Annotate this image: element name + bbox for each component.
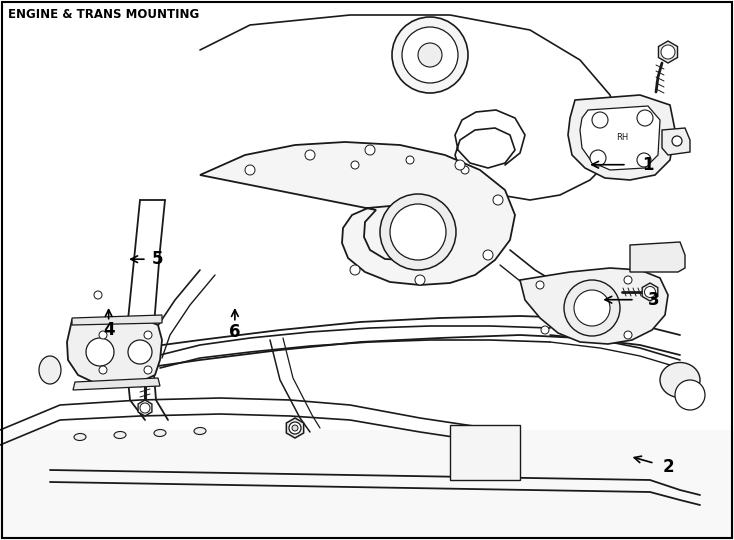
Polygon shape bbox=[200, 142, 515, 285]
Circle shape bbox=[637, 153, 651, 167]
Polygon shape bbox=[72, 315, 162, 325]
Text: 4: 4 bbox=[103, 321, 115, 340]
Circle shape bbox=[644, 287, 655, 298]
Polygon shape bbox=[580, 106, 660, 170]
Polygon shape bbox=[520, 268, 668, 344]
Circle shape bbox=[455, 160, 465, 170]
Circle shape bbox=[289, 422, 301, 434]
Text: ENGINE & TRANS MOUNTING: ENGINE & TRANS MOUNTING bbox=[8, 8, 199, 21]
Circle shape bbox=[351, 161, 359, 169]
Circle shape bbox=[541, 326, 549, 334]
Polygon shape bbox=[67, 318, 162, 385]
Circle shape bbox=[94, 291, 102, 299]
Ellipse shape bbox=[74, 434, 86, 441]
Polygon shape bbox=[450, 425, 520, 480]
Circle shape bbox=[140, 403, 150, 413]
Circle shape bbox=[144, 331, 152, 339]
Circle shape bbox=[592, 112, 608, 128]
Circle shape bbox=[245, 165, 255, 175]
Ellipse shape bbox=[194, 428, 206, 435]
Circle shape bbox=[564, 280, 620, 336]
Circle shape bbox=[350, 265, 360, 275]
Circle shape bbox=[365, 145, 375, 155]
Polygon shape bbox=[568, 95, 675, 180]
Polygon shape bbox=[658, 41, 677, 63]
Circle shape bbox=[590, 150, 606, 166]
Circle shape bbox=[493, 195, 503, 205]
Circle shape bbox=[536, 281, 544, 289]
Polygon shape bbox=[73, 378, 160, 390]
Polygon shape bbox=[630, 242, 685, 272]
Polygon shape bbox=[642, 283, 658, 301]
Ellipse shape bbox=[39, 356, 61, 384]
Text: RH: RH bbox=[616, 133, 628, 143]
Circle shape bbox=[406, 156, 414, 164]
Polygon shape bbox=[138, 400, 152, 416]
Circle shape bbox=[461, 166, 469, 174]
Circle shape bbox=[637, 110, 653, 126]
Circle shape bbox=[624, 276, 632, 284]
Circle shape bbox=[99, 331, 107, 339]
Ellipse shape bbox=[114, 431, 126, 438]
Text: 5: 5 bbox=[152, 250, 164, 268]
Text: 3: 3 bbox=[647, 291, 659, 309]
Ellipse shape bbox=[154, 429, 166, 436]
Circle shape bbox=[292, 425, 298, 431]
Circle shape bbox=[402, 27, 458, 83]
Circle shape bbox=[86, 338, 114, 366]
Circle shape bbox=[415, 275, 425, 285]
Polygon shape bbox=[286, 418, 304, 438]
Polygon shape bbox=[662, 128, 690, 155]
Circle shape bbox=[574, 290, 610, 326]
Circle shape bbox=[128, 340, 152, 364]
Text: 6: 6 bbox=[229, 323, 241, 341]
Text: 2: 2 bbox=[662, 458, 674, 476]
Polygon shape bbox=[0, 430, 734, 540]
Circle shape bbox=[305, 150, 315, 160]
Ellipse shape bbox=[660, 362, 700, 397]
Circle shape bbox=[144, 366, 152, 374]
Circle shape bbox=[99, 366, 107, 374]
Circle shape bbox=[661, 45, 675, 59]
Circle shape bbox=[624, 331, 632, 339]
Circle shape bbox=[672, 136, 682, 146]
Circle shape bbox=[675, 380, 705, 410]
Circle shape bbox=[380, 194, 456, 270]
Text: 1: 1 bbox=[642, 156, 654, 174]
Circle shape bbox=[418, 43, 442, 67]
Circle shape bbox=[483, 250, 493, 260]
Circle shape bbox=[390, 204, 446, 260]
Circle shape bbox=[392, 17, 468, 93]
